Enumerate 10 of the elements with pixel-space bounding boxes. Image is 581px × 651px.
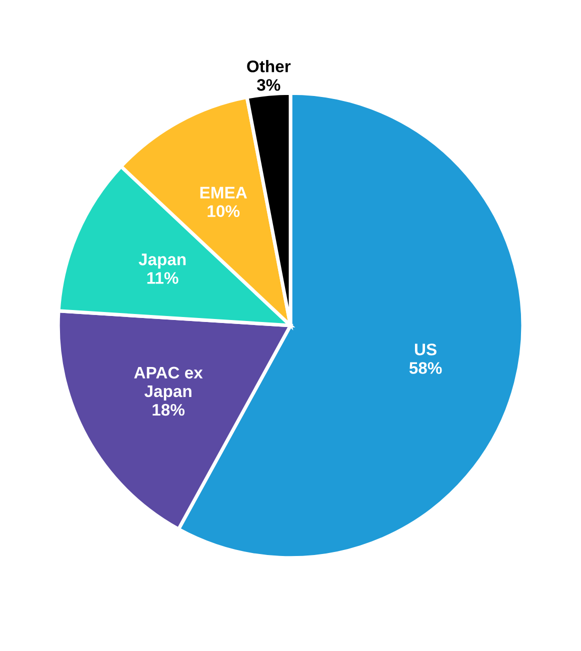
data-label: 18% <box>152 404 185 416</box>
slice-label: US <box>414 344 436 356</box>
slice-label: EMEA <box>200 186 247 198</box>
data-label: 10% <box>208 205 240 218</box>
data-label: 58% <box>409 362 442 374</box>
slice-label: Other <box>247 60 291 72</box>
data-label: 11% <box>147 272 178 284</box>
data-label: 3% <box>256 79 280 91</box>
slice-label: APAC ex Japan <box>134 366 203 400</box>
slice-label: Japan <box>138 254 186 269</box>
